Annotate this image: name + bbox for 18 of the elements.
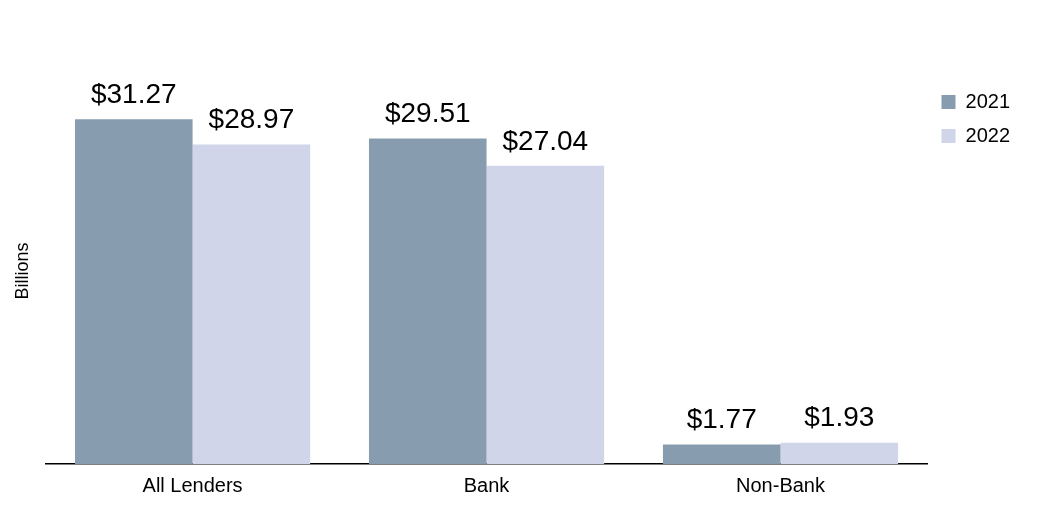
bar	[368, 138, 487, 464]
bar	[486, 165, 605, 464]
data-label: $28.97	[208, 103, 295, 135]
data-label: $1.77	[686, 403, 757, 435]
bar	[780, 442, 899, 464]
bar	[662, 444, 781, 464]
data-label: $31.27	[90, 77, 177, 109]
y-axis-title: Billions	[11, 242, 32, 300]
legend-label: 2021	[965, 89, 1011, 112]
data-label: $27.04	[502, 124, 589, 156]
data-label: $29.51	[384, 97, 471, 129]
bar	[192, 144, 311, 464]
legend-label: 2022	[965, 123, 1011, 146]
x-tick-label: All Lenders	[142, 473, 243, 496]
data-label: $1.93	[804, 401, 875, 433]
bar	[75, 119, 193, 464]
x-tick-label: Bank	[463, 473, 511, 496]
x-tick-label: Non-Bank	[736, 473, 826, 496]
